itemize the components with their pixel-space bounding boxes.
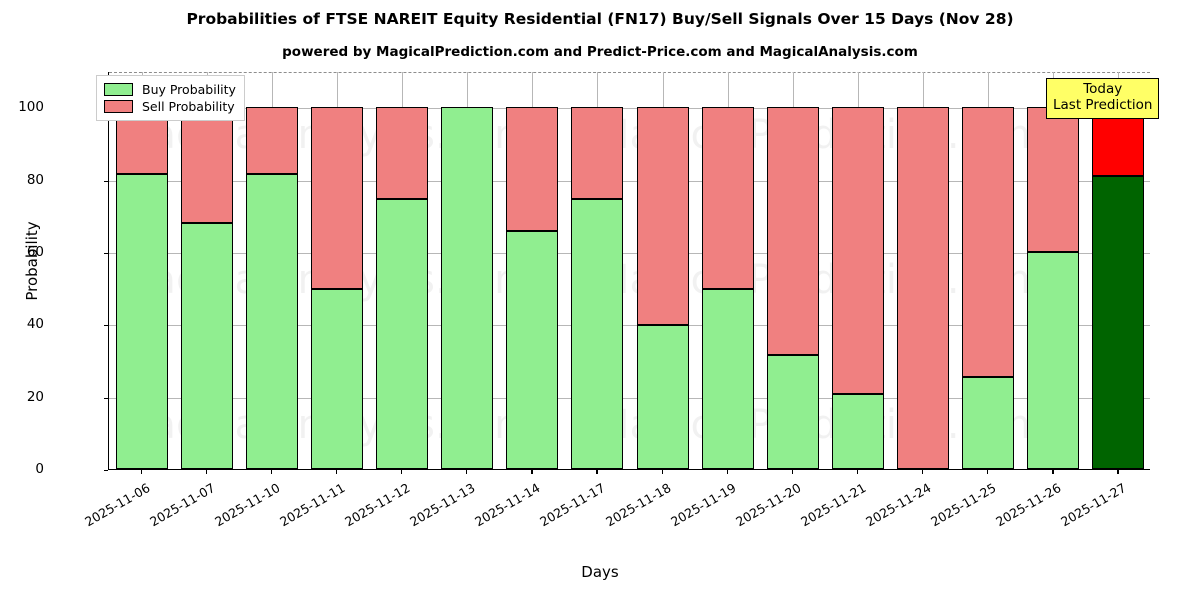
y-tick-label-40: 40 [26,316,44,333]
y-tick-label-20: 20 [26,388,44,405]
bar-2025-11-10[interactable] [245,71,298,469]
x-tick-mark-2025-11-27 [1117,470,1119,474]
bar-segment-buy[interactable] [180,222,233,469]
bar-segment-sell[interactable] [1027,107,1080,252]
plot-area: MagicalAnalysis.comMagicalPrediction.com… [108,72,1150,470]
bar-segment-buy[interactable] [441,107,494,469]
x-tick-mark-2025-11-14 [531,470,533,474]
bar-segment-buy[interactable] [376,199,429,469]
bar-2025-11-24[interactable] [897,71,950,469]
gridline-y-80 [109,180,1150,182]
bar-segment-buy[interactable] [1092,175,1145,469]
x-tick-mark-2025-11-17 [596,470,598,474]
x-tick-mark-2025-11-18 [661,470,663,474]
y-tick-mark-60 [104,252,108,255]
bar-segment-buy[interactable] [506,230,559,469]
x-tick-mark-2025-11-21 [856,470,859,474]
bar-segment-sell[interactable] [701,107,754,289]
legend-swatch-sell [104,100,133,113]
x-tick-mark-2025-11-07 [205,470,207,474]
gridline-top-dashed [109,72,1150,73]
bar-2025-11-14[interactable] [506,71,559,469]
bar-segment-sell[interactable] [766,107,819,355]
legend-item-buy: Buy Probability [104,81,236,98]
today-annotation-line1: Today [1083,81,1123,97]
y-tick-label-0: 0 [35,461,44,477]
x-axis-label: Days [581,563,619,581]
bar-2025-11-27[interactable] [1092,71,1145,469]
gridline-y-40 [109,325,1150,327]
gridline-y-100 [109,108,1150,110]
bar-segment-sell[interactable] [310,107,363,289]
bar-segment-buy[interactable] [962,377,1015,469]
bar-segment-buy[interactable] [571,199,624,469]
x-tick-mark-2025-11-20 [791,470,793,474]
page-title: Probabilities of FTSE NAREIT Equity Resi… [186,10,1014,28]
x-tick-mark-2025-11-06 [140,470,142,474]
y-tick-mark-40 [104,325,108,327]
bar-segment-buy[interactable] [245,174,298,469]
x-tick-mark-2025-11-11 [335,470,338,474]
bar-2025-11-25[interactable] [962,71,1015,469]
bar-2025-11-20[interactable] [766,71,819,469]
y-tick-label-80: 80 [26,171,44,188]
bar-2025-11-17[interactable] [571,71,624,469]
x-tick-mark-2025-11-26 [1052,470,1054,474]
bar-segment-buy[interactable] [310,288,363,469]
y-tick-mark-80 [104,180,108,182]
bar-segment-buy[interactable] [636,325,689,469]
bar-2025-11-06[interactable] [115,71,168,469]
x-tick-mark-2025-11-10 [270,470,272,474]
bar-2025-11-18[interactable] [636,71,689,469]
bar-segment-sell[interactable] [636,107,689,326]
bar-segment-sell[interactable] [571,107,624,200]
bar-segment-sell[interactable] [506,107,559,231]
bar-segment-sell[interactable] [180,107,233,223]
gridline-y-20 [109,397,1150,399]
bar-2025-11-19[interactable] [701,71,754,469]
bar-2025-11-12[interactable] [376,71,429,469]
bar-segment-buy[interactable] [766,354,819,469]
x-tick-mark-2025-11-24 [922,470,924,474]
bar-segment-sell[interactable] [376,107,429,200]
bar-segment-sell[interactable] [245,107,298,175]
x-tick-mark-2025-11-12 [401,470,403,474]
chart-legend: Buy Probability Sell Probability [96,75,245,121]
legend-swatch-buy [104,83,133,96]
bar-segment-buy[interactable] [831,394,884,469]
y-axis-label: Probability [23,221,41,301]
legend-item-sell: Sell Probability [104,98,236,115]
bar-segment-sell[interactable] [962,107,1015,378]
bar-2025-11-21[interactable] [831,71,884,469]
bar-segment-buy[interactable] [115,174,168,469]
x-tick-mark-2025-11-19 [726,470,728,474]
bar-segment-buy[interactable] [701,288,754,469]
y-tick-mark-20 [104,397,108,399]
today-annotation: Today Last Prediction [1046,78,1160,119]
y-tick-mark-0 [104,470,108,472]
chart-subtitle: powered by MagicalPrediction.com and Pre… [282,44,918,60]
y-tick-label-100: 100 [18,99,44,116]
y-tick-label-60: 60 [26,243,44,260]
bars-layer [109,72,1150,469]
bar-segment-sell[interactable] [831,107,884,395]
today-annotation-line2: Last Prediction [1053,96,1153,113]
legend-label-sell: Sell Probability [142,99,235,114]
x-tick-mark-2025-11-13 [466,470,468,474]
gridline-y-60 [109,252,1150,254]
bar-2025-11-26[interactable] [1027,71,1080,469]
bar-2025-11-13[interactable] [441,71,494,469]
legend-label-buy: Buy Probability [142,82,236,97]
bar-2025-11-07[interactable] [180,71,233,469]
bar-segment-buy[interactable] [1027,251,1080,469]
x-tick-mark-2025-11-25 [987,470,989,474]
bar-2025-11-11[interactable] [310,71,363,469]
bar-segment-sell[interactable] [897,107,950,469]
